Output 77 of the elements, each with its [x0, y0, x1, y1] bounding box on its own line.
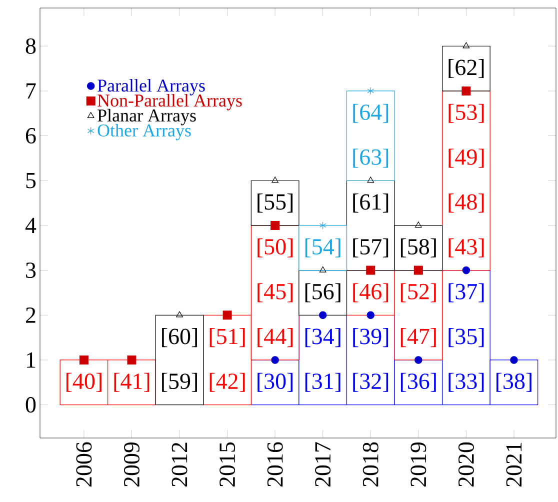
- annotation: [40]: [66, 372, 102, 392]
- y-tick-label: 6: [26, 128, 36, 144]
- annotation: [47]: [400, 328, 436, 348]
- point: [367, 87, 374, 95]
- point: [367, 176, 374, 183]
- x-tick-label: 2015: [220, 442, 236, 487]
- annotation: [52]: [400, 283, 436, 302]
- point: [127, 355, 136, 364]
- legend-label: Parallel Arrays: [98, 79, 205, 96]
- x-tick-label: 2021: [506, 442, 522, 487]
- annotation: [32]: [353, 372, 388, 392]
- annotation: [48]: [448, 194, 484, 213]
- point: [272, 176, 278, 183]
- y-tick-label: 0: [26, 397, 36, 413]
- annotation: [59]: [162, 372, 197, 392]
- annotation: [41]: [114, 372, 150, 392]
- y-tick-label: 1: [26, 352, 36, 368]
- y-tick-label: 7: [26, 83, 36, 98]
- annotation: [61]: [353, 194, 388, 213]
- point: [366, 311, 375, 320]
- x-tick-label: 2012: [172, 442, 188, 487]
- annotation: [36]: [400, 372, 436, 392]
- point: [270, 220, 280, 230]
- point: [222, 310, 232, 320]
- annotation: [57]: [353, 238, 388, 258]
- annotation: [63]: [353, 148, 388, 168]
- point: [462, 86, 471, 96]
- x-tick-label: 2018: [362, 442, 378, 487]
- annotation: [54]: [305, 238, 340, 258]
- annotation: [43]: [448, 238, 484, 258]
- point: [414, 356, 422, 364]
- point: [319, 266, 326, 272]
- point: [414, 266, 423, 275]
- point: [176, 311, 183, 318]
- annotation: [44]: [258, 328, 293, 348]
- annotation: [39]: [353, 328, 388, 348]
- annotation: [42]: [210, 372, 245, 392]
- annotation: [51]: [210, 328, 245, 348]
- x-tick-label: 2020: [458, 442, 474, 487]
- y-tick-label: 2: [26, 308, 36, 323]
- point: [271, 356, 279, 364]
- point: [318, 311, 327, 320]
- point: [366, 266, 376, 275]
- legend-label: Other Arrays: [98, 124, 191, 140]
- point: [414, 222, 422, 228]
- x-tick-label: 2016: [267, 442, 283, 487]
- annotation: [56]: [305, 283, 340, 302]
- y-tick-label: 4: [25, 218, 36, 234]
- annotation: [55]: [258, 194, 293, 213]
- point: [462, 266, 470, 274]
- y-tick-label: 3: [26, 262, 36, 278]
- annotation: [45]: [258, 283, 293, 302]
- point: [79, 355, 88, 364]
- annotation: [38]: [496, 372, 532, 392]
- annotation: [33]: [448, 372, 484, 392]
- annotation: [50]: [258, 238, 293, 258]
- annotation: [58]: [400, 238, 436, 258]
- x-tick-label: 2006: [76, 442, 92, 487]
- annotation: [35]: [448, 328, 484, 348]
- annotation: [62]: [448, 59, 484, 78]
- point: [462, 42, 470, 48]
- annotation: [46]: [353, 283, 388, 302]
- annotation: [60]: [162, 328, 197, 348]
- x-tick-label: 2017: [315, 442, 331, 487]
- annotation: [37]: [448, 283, 484, 302]
- annotation: [31]: [305, 372, 340, 392]
- annotation: [53]: [448, 104, 484, 123]
- y-tick-label: 8: [26, 38, 36, 54]
- x-tick-label: 2019: [410, 442, 426, 487]
- annotation: [34]: [305, 328, 340, 348]
- point: [319, 222, 326, 230]
- annotation: [64]: [353, 104, 388, 123]
- point: [510, 356, 518, 364]
- y-tick-label: 5: [26, 172, 36, 188]
- annotation: [49]: [448, 148, 484, 168]
- annotation: [30]: [258, 372, 293, 392]
- x-tick-label: 2009: [124, 442, 140, 487]
